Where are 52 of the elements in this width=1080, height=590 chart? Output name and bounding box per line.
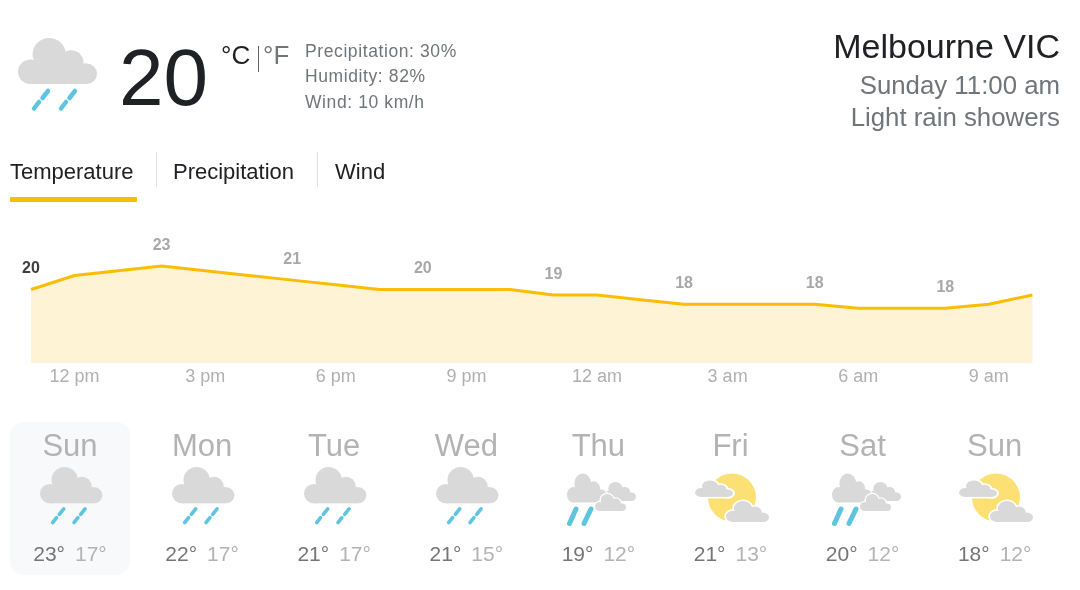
- category-label: Mon: [170, 427, 234, 463]
- data-label: 21: [283, 250, 302, 268]
- text: °C: [221, 40, 251, 70]
- text: 17°: [207, 542, 239, 566]
- x-tick-label: 6 am: [838, 366, 879, 386]
- category-label: Wed: [433, 427, 499, 463]
- text: Temperature: [10, 159, 134, 185]
- text: Wind: [335, 159, 386, 185]
- category-label: Thu: [570, 427, 627, 463]
- text: 13°: [735, 542, 768, 566]
- data-label: 18: [805, 274, 824, 292]
- text: 20: [119, 33, 208, 123]
- text: 12°: [867, 542, 900, 566]
- text: 19°: [561, 542, 594, 566]
- data-label: 20: [413, 259, 432, 277]
- data-label: 18: [936, 278, 955, 296]
- text: Melbourne VIC: [833, 27, 1060, 66]
- text: Wind: 10 km/h: [305, 91, 425, 112]
- category-label: Sun: [41, 427, 99, 463]
- text: 17°: [75, 542, 107, 566]
- text: Precipitation: [173, 159, 295, 185]
- x-tick-label: 3 am: [707, 366, 748, 386]
- x-tick-label: 6 pm: [315, 366, 356, 386]
- text: Light rain showers: [850, 102, 1060, 131]
- text: 20°: [825, 542, 858, 566]
- text: 18°: [957, 542, 990, 566]
- data-label: 20: [22, 259, 40, 277]
- x-tick-label: 9 am: [968, 366, 1009, 386]
- x-tick-label: 12 am: [571, 366, 623, 386]
- category-label: Tue: [307, 427, 362, 463]
- text: 21°: [429, 542, 462, 566]
- x-tick-label: 12 pm: [49, 366, 100, 386]
- text: °F: [263, 40, 290, 70]
- x-tick-label: 9 pm: [446, 366, 487, 386]
- data-label: 23: [152, 236, 171, 254]
- text: 21°: [693, 542, 726, 566]
- text: 15°: [471, 542, 504, 566]
- text: 12°: [999, 542, 1032, 566]
- text: 12°: [603, 542, 636, 566]
- data-label: 18: [675, 274, 694, 292]
- text: 22°: [165, 542, 198, 566]
- text: Sunday 11:00 am: [859, 71, 1060, 100]
- text: 23°: [33, 542, 65, 566]
- data-label: 19: [544, 264, 563, 282]
- text: 17°: [339, 542, 371, 566]
- category-label: Sat: [838, 427, 887, 463]
- category-label: Sun: [966, 427, 1024, 463]
- category-label: Fri: [711, 427, 750, 463]
- text: Precipitation: 30%: [305, 40, 457, 61]
- text: 21°: [297, 542, 330, 566]
- x-tick-label: 3 pm: [185, 366, 226, 386]
- text: Humidity: 82%: [305, 66, 426, 87]
